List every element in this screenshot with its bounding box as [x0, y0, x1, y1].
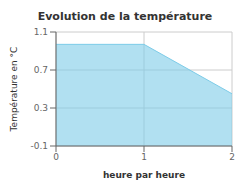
- svg-text:-0.1: -0.1: [30, 141, 48, 151]
- svg-text:0.3: 0.3: [34, 103, 48, 113]
- svg-text:heure par heure: heure par heure: [103, 170, 185, 180]
- svg-text:0: 0: [53, 152, 59, 162]
- svg-text:1.1: 1.1: [34, 27, 48, 37]
- html-text:Evolution de la température: Evolution de la température: [37, 10, 213, 23]
- svg-text:1: 1: [141, 152, 147, 162]
- svg-text:Température en °C: Température en °C: [9, 47, 19, 133]
- svg-text:2: 2: [229, 152, 235, 162]
- svg-text:0.7: 0.7: [34, 65, 48, 75]
